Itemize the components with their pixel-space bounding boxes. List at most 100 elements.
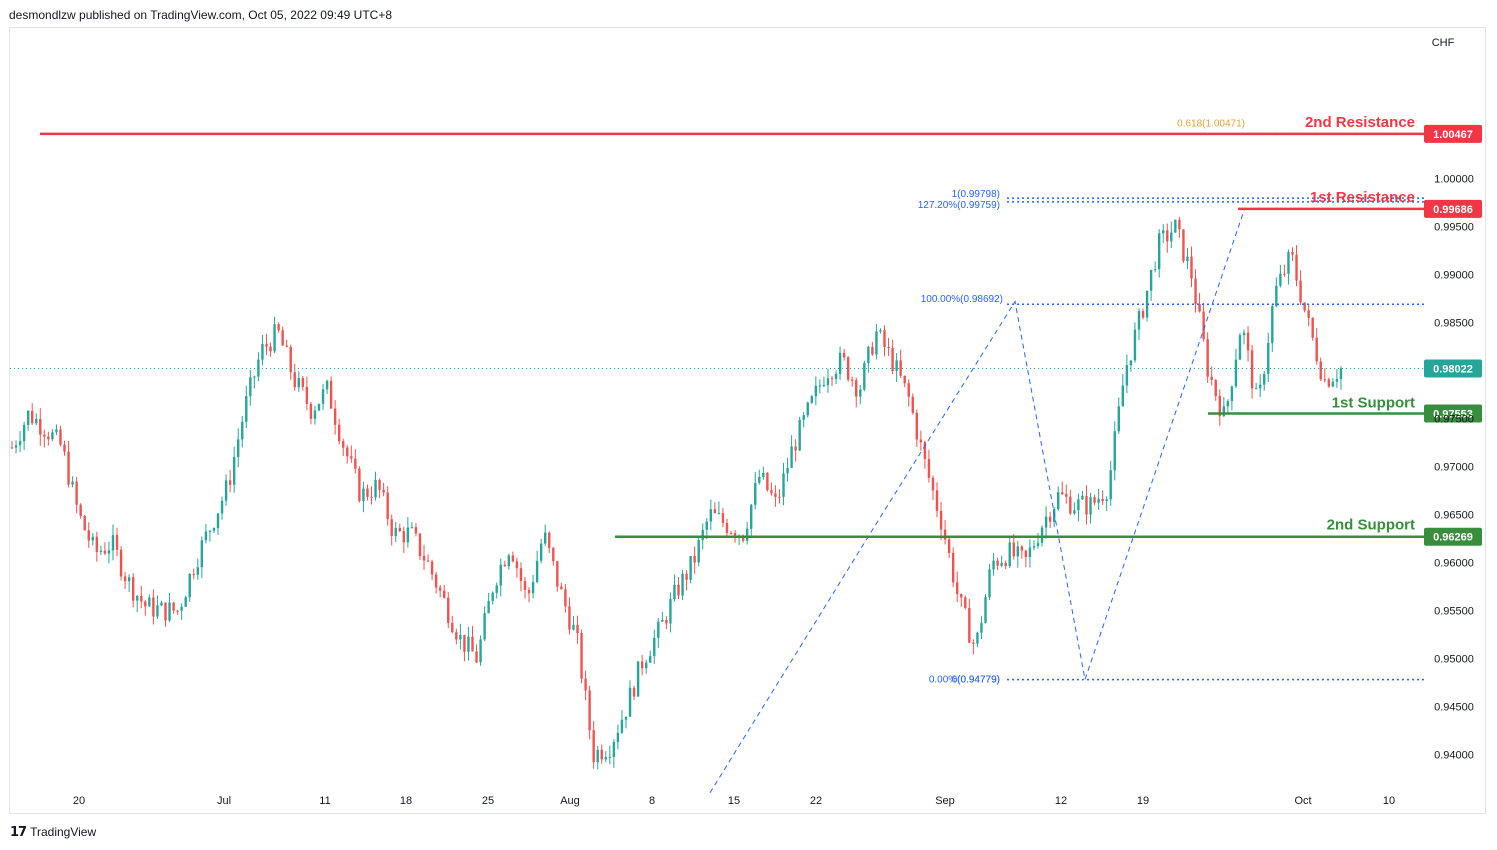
level-label: 2nd Resistance [1305, 114, 1415, 131]
candle-body [1287, 251, 1290, 274]
candle-body [539, 543, 543, 561]
level-label: 2nd Support [1327, 517, 1415, 534]
candle-body [729, 532, 733, 534]
candle-body [1258, 384, 1262, 389]
candle-body [915, 412, 919, 440]
candle-body [475, 651, 478, 663]
candle-body [1182, 229, 1185, 261]
candle-body [515, 561, 519, 569]
candle-body [665, 619, 668, 624]
candle-body [689, 556, 692, 580]
fib-label: 0.618(1.00471) [1177, 119, 1245, 130]
candle-body [374, 479, 377, 498]
candle-body [168, 602, 171, 621]
candle-body [321, 389, 325, 404]
candle-body [988, 569, 991, 598]
candle-body [329, 380, 333, 409]
price-tag [1424, 124, 1482, 143]
candle-body [232, 457, 236, 485]
tradingview-brand[interactable]: 𝟭𝟳 TradingView [10, 824, 96, 840]
candle-body [47, 436, 50, 440]
candle-body [136, 596, 139, 601]
candle-body [766, 472, 769, 491]
candle-body [1218, 396, 1221, 417]
candle-body [1125, 365, 1129, 386]
candle-body [943, 529, 947, 540]
candle-body [733, 533, 737, 538]
candle-body [624, 716, 628, 720]
candle-body [152, 597, 155, 617]
candle-body [196, 567, 200, 575]
candle-body [608, 756, 612, 758]
candle-body [1117, 406, 1120, 432]
candle-body [1202, 311, 1205, 340]
candle-body [426, 560, 430, 562]
candle-body [1077, 499, 1080, 511]
candle-body [269, 346, 272, 352]
candle-body [600, 749, 603, 760]
candle-body [1040, 527, 1044, 543]
candle-body [59, 429, 62, 445]
last-price-tag [1424, 359, 1482, 378]
price-tick: 0.95000 [1434, 653, 1474, 665]
candle-body [487, 600, 490, 614]
candle-body [491, 592, 494, 601]
candle-body [1149, 269, 1153, 291]
candles-layer [10, 216, 1343, 770]
candle-body [560, 586, 563, 590]
candle-body [931, 477, 935, 491]
candle-body [346, 447, 349, 457]
fib-label: 0.00%(0.94779) [929, 675, 1000, 686]
candle-body [358, 468, 361, 502]
price-tag-label: 0.97553 [1433, 409, 1473, 421]
candle-body [1194, 278, 1197, 305]
time-tick: Sep [935, 795, 955, 807]
candle-body [382, 489, 385, 493]
chart-frame[interactable] [9, 27, 1486, 814]
candle-body [55, 429, 58, 433]
candle-body [1020, 546, 1024, 551]
candle-body [713, 509, 717, 514]
candle-body [802, 415, 805, 420]
candle-body [26, 410, 30, 426]
candle-body [1190, 256, 1193, 279]
candle-body [814, 385, 818, 397]
candle-body [838, 352, 842, 374]
candle-body [628, 687, 632, 717]
candle-body [164, 602, 167, 621]
candle-body [459, 634, 462, 640]
candle-body [523, 581, 527, 590]
candle-body [741, 535, 745, 541]
candle-body [1093, 497, 1096, 503]
time-tick: 18 [400, 795, 412, 807]
candle-body [584, 678, 587, 691]
candle-body [709, 509, 713, 522]
time-tick: 10 [1383, 795, 1395, 807]
candle-body [636, 661, 640, 697]
candle-body [895, 360, 898, 372]
candle-body [640, 661, 644, 669]
candle-body [127, 577, 131, 582]
candle-body [535, 560, 539, 583]
candle-body [951, 552, 955, 583]
candle-body [1162, 230, 1165, 234]
candle-body [1174, 219, 1177, 233]
candle-body [855, 380, 858, 397]
candle-body [228, 480, 232, 485]
candle-body [107, 550, 111, 554]
candle-body [1008, 542, 1011, 567]
candle-body [1028, 547, 1032, 558]
candle-body [846, 357, 850, 380]
candle-body [79, 504, 82, 517]
candle-body [1214, 379, 1217, 397]
candle-body [1267, 342, 1270, 374]
candle-body [1230, 386, 1234, 402]
candle-body [984, 597, 987, 623]
candle-body [87, 530, 90, 541]
time-tick: Aug [560, 795, 580, 807]
candle-body [1291, 251, 1294, 255]
candle-body [935, 490, 939, 511]
candle-body [451, 622, 454, 633]
tradingview-logo-icon: 𝟭𝟳 [10, 824, 27, 839]
